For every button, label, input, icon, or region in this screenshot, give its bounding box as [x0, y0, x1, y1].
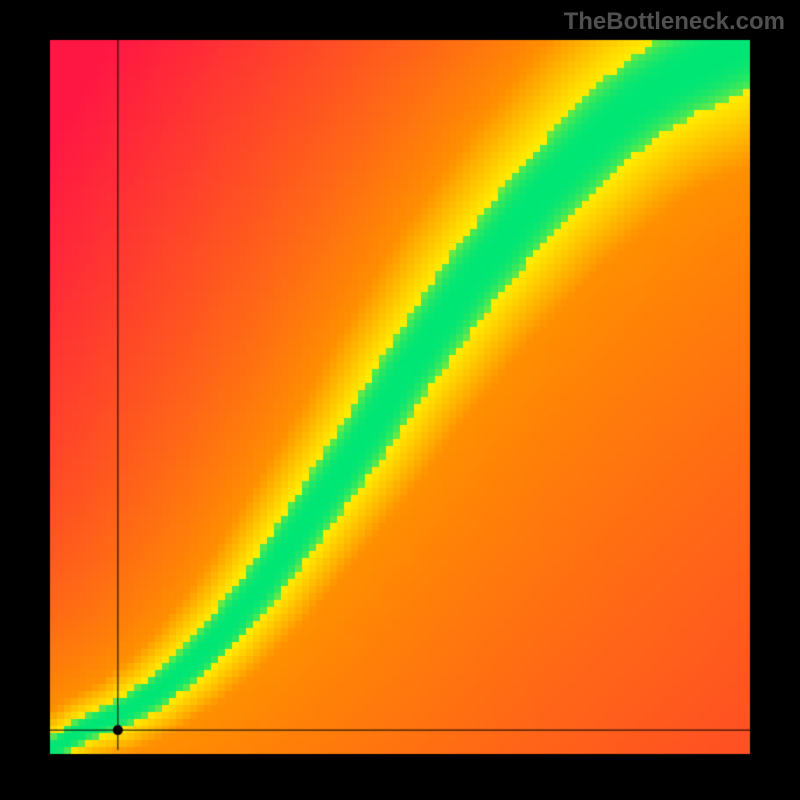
- heatmap-canvas: [0, 0, 800, 800]
- chart-container: TheBottleneck.com: [0, 0, 800, 800]
- watermark-text: TheBottleneck.com: [564, 8, 785, 36]
